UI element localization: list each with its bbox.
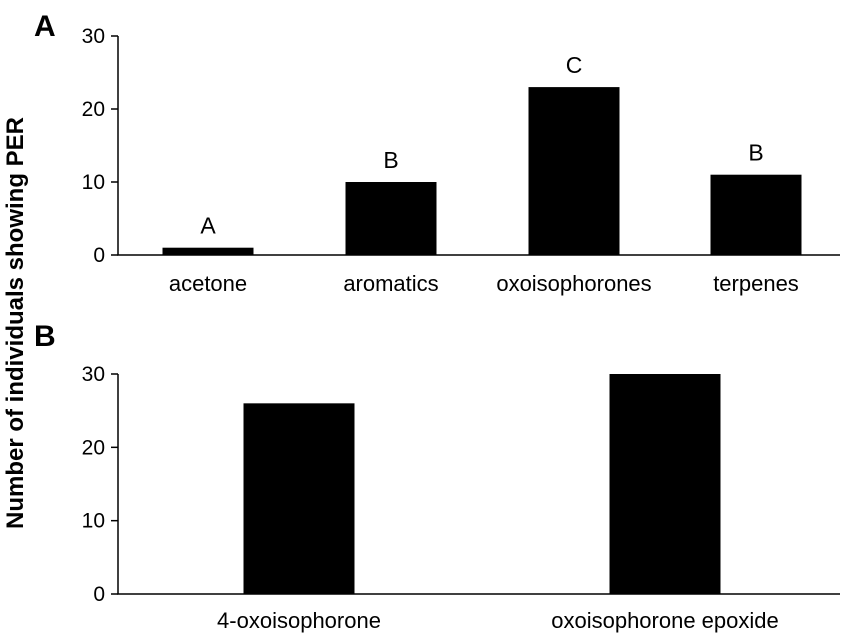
significance-letter: B xyxy=(748,140,763,166)
x-tick-label: terpenes xyxy=(713,271,799,296)
x-tick-label: aromatics xyxy=(343,271,438,296)
bar-acetone xyxy=(162,247,254,255)
y-tick-label: 30 xyxy=(82,363,105,386)
bar-oxoisophorone-epoxide xyxy=(609,374,721,594)
y-tick-label: 0 xyxy=(93,583,105,606)
x-tick-label: oxoisophorone epoxide xyxy=(551,608,779,633)
significance-letter: C xyxy=(566,52,583,78)
bar-aromatics xyxy=(345,182,437,255)
significance-letter: A xyxy=(200,213,216,239)
y-tick-label: 0 xyxy=(93,244,105,267)
y-tick-label: 10 xyxy=(82,171,105,194)
bar-oxoisophorones xyxy=(528,87,620,255)
y-tick-label: 10 xyxy=(82,510,105,533)
x-tick-label: oxoisophorones xyxy=(496,271,651,296)
bar-terpenes xyxy=(710,174,802,255)
y-axis-label: Number of individuals showing PER xyxy=(2,117,29,529)
y-tick-label: 30 xyxy=(82,25,105,48)
axis-lines xyxy=(117,374,840,595)
panel-letter: B xyxy=(34,320,56,353)
bar-4-oxoisophorone xyxy=(243,403,355,594)
y-tick-label: 20 xyxy=(82,98,105,121)
x-tick-label: acetone xyxy=(169,271,247,296)
x-tick-label: 4-oxoisophorone xyxy=(217,608,381,633)
y-tick-label: 20 xyxy=(82,436,105,459)
panel-letter: A xyxy=(34,10,56,43)
significance-letter: B xyxy=(383,147,398,173)
panel-b: B 0 10 20 30 4-oxoisophorone oxoisophorone epo… xyxy=(34,320,840,633)
